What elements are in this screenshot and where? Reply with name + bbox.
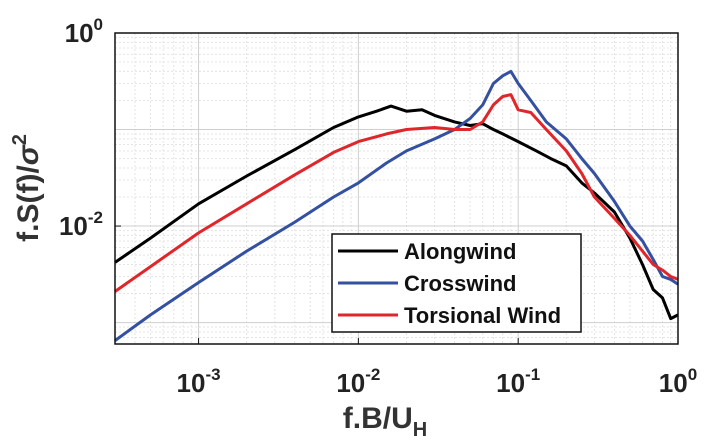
tick-labels: 10-3 10-2 10-1 100 10-2 100: [59, 15, 697, 398]
series-line-crosswind: [114, 69, 679, 342]
x-axis-label: f.B/UH: [343, 402, 427, 441]
series-line-alongwind: [114, 104, 679, 321]
legend-label: Torsional Wind: [404, 303, 561, 328]
series-line-torsional-wind: [114, 93, 679, 293]
legend-label: Crosswind: [404, 271, 516, 296]
y-axis-label: f.S(f)/σ2: [9, 134, 45, 242]
legend: Alongwind Crosswind Torsional Wind: [331, 233, 582, 333]
x-tick-label: 10-3: [177, 365, 221, 398]
x-tick-label: 10-1: [496, 365, 540, 398]
y-tick-label: 10-2: [59, 208, 103, 241]
y-tick-label: 100: [65, 15, 103, 48]
x-tick-label: 100: [659, 365, 697, 398]
series-layer: [114, 69, 679, 342]
x-tick-label: 10-2: [336, 365, 380, 398]
legend-label: Alongwind: [404, 239, 516, 264]
plot-frame: [114, 32, 679, 345]
